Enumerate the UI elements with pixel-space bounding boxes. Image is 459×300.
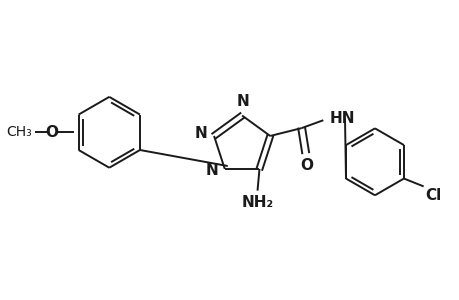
Text: N: N bbox=[236, 94, 249, 109]
Text: O: O bbox=[299, 158, 313, 172]
Text: O: O bbox=[45, 125, 59, 140]
Text: HN: HN bbox=[329, 111, 354, 126]
Text: N: N bbox=[194, 127, 207, 142]
Text: N: N bbox=[205, 164, 218, 178]
Text: CH₃: CH₃ bbox=[6, 125, 32, 139]
Text: NH₂: NH₂ bbox=[241, 194, 273, 209]
Text: Cl: Cl bbox=[425, 188, 441, 203]
